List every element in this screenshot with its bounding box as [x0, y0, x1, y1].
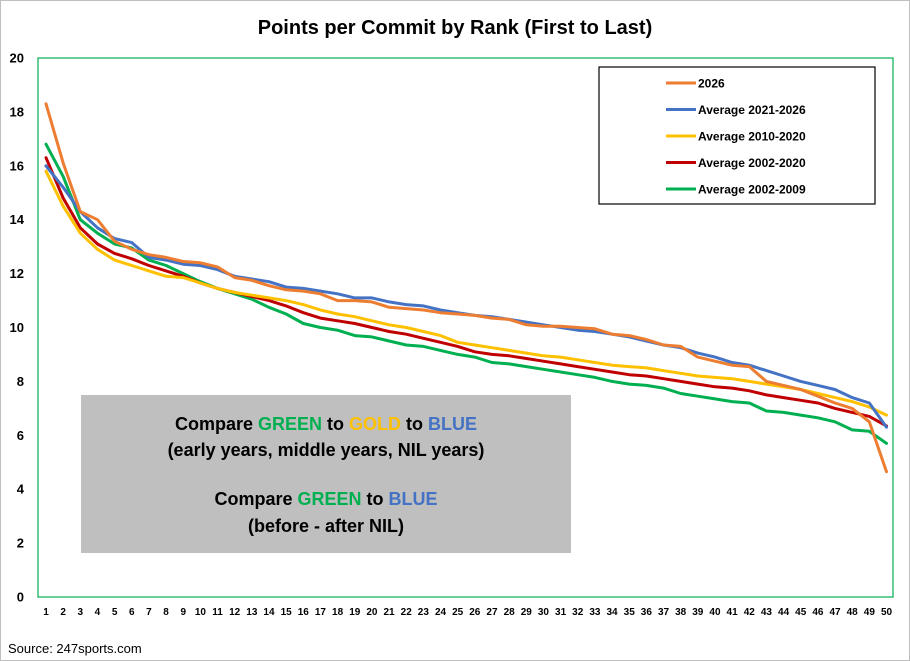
- x-tick-label: 50: [881, 607, 893, 618]
- x-tick-label: 36: [641, 607, 653, 618]
- annotation-segment: GOLD: [349, 414, 401, 434]
- chart-title: Points per Commit by Rank (First to Last…: [258, 17, 652, 39]
- series-line-2026: [44, 102, 888, 474]
- x-tick-label: 41: [727, 607, 739, 618]
- annotation-line: (early years, middle years, NIL years): [168, 440, 485, 460]
- y-tick-label: 6: [17, 428, 24, 443]
- x-tick-label: 24: [435, 607, 447, 618]
- x-tick-label: 17: [315, 607, 327, 618]
- y-tick-label: 0: [17, 590, 24, 605]
- annotation-segment: (before - after NIL): [248, 516, 404, 536]
- legend-label: Average 2002-2009: [698, 183, 806, 197]
- annotation-segment: BLUE: [428, 414, 477, 434]
- x-tick-label: 5: [112, 607, 118, 618]
- x-tick-label: 20: [366, 607, 378, 618]
- x-tick-label: 45: [795, 607, 807, 618]
- x-tick-label: 27: [486, 607, 498, 618]
- x-tick-label: 48: [847, 607, 859, 618]
- annotation-segment: BLUE: [389, 489, 438, 509]
- legend-label: Average 2010-2020: [698, 130, 806, 144]
- x-tick-label: 10: [195, 607, 207, 618]
- y-tick-label: 4: [17, 482, 25, 497]
- x-tick-label: 22: [401, 607, 413, 618]
- annotation-segment: to: [362, 489, 389, 509]
- y-tick-label: 12: [10, 266, 24, 281]
- x-tick-label: 3: [78, 607, 84, 618]
- x-tick-label: 34: [606, 607, 618, 618]
- legend-box: [598, 66, 876, 205]
- plot-area-border: [37, 57, 894, 598]
- y-tick-label: 2: [17, 536, 24, 551]
- legend-label: Average 2021-2026: [698, 103, 806, 117]
- x-tick-label: 44: [778, 607, 790, 618]
- annotation-line: Compare GREEN to GOLD to BLUE: [175, 414, 477, 434]
- y-tick-label: 10: [10, 320, 24, 335]
- x-tick-label: 16: [298, 607, 310, 618]
- x-tick-label: 29: [521, 607, 533, 618]
- x-tick-label: 21: [383, 607, 395, 618]
- x-tick-label: 40: [709, 607, 721, 618]
- annotation-segment: to: [322, 414, 349, 434]
- x-tick-label: 43: [761, 607, 773, 618]
- x-tick-label: 26: [469, 607, 481, 618]
- x-tick-label: 11: [212, 607, 223, 618]
- x-tick-label: 46: [812, 607, 824, 618]
- x-tick-label: 31: [555, 607, 567, 618]
- y-tick-label: 8: [17, 374, 24, 389]
- x-tick-label: 2: [60, 607, 66, 618]
- y-tick-label: 16: [10, 158, 24, 173]
- x-tick-label: 8: [163, 607, 169, 618]
- y-tick-label: 18: [10, 104, 24, 119]
- x-tick-label: 19: [349, 607, 361, 618]
- annotation-segment: to: [401, 414, 428, 434]
- series-line-average-2002-2009: [44, 142, 888, 445]
- annotation-line: Compare GREEN to BLUE: [214, 489, 437, 509]
- x-tick-label: 39: [692, 607, 704, 618]
- x-tick-label: 42: [744, 607, 756, 618]
- legend-label: Average 2002-2020: [698, 156, 806, 170]
- x-tick-label: 23: [418, 607, 430, 618]
- x-tick-label: 9: [180, 607, 186, 618]
- x-tick-label: 28: [504, 607, 516, 618]
- x-tick-label: 4: [95, 607, 101, 618]
- annotation-box: [81, 395, 571, 553]
- annotation-segment: (early years, middle years, NIL years): [168, 440, 485, 460]
- annotation-line: (before - after NIL): [248, 516, 404, 536]
- x-tick-label: 47: [829, 607, 841, 618]
- y-tick-label: 14: [10, 212, 25, 227]
- x-tick-label: 33: [589, 607, 601, 618]
- x-tick-label: 13: [246, 607, 258, 618]
- x-tick-label: 1: [43, 607, 49, 618]
- series-line-average-2010-2020: [44, 169, 888, 417]
- annotation-segment: Compare: [214, 489, 297, 509]
- x-tick-label: 18: [332, 607, 344, 618]
- legend-label: 2026: [698, 77, 725, 91]
- x-tick-label: 15: [281, 607, 293, 618]
- annotation-segment: GREEN: [258, 414, 322, 434]
- x-tick-label: 37: [658, 607, 670, 618]
- x-tick-label: 6: [129, 607, 135, 618]
- x-tick-label: 35: [624, 607, 636, 618]
- x-tick-label: 7: [146, 607, 152, 618]
- source-note: Source: 247sports.com: [8, 641, 142, 656]
- annotation-segment: Compare: [175, 414, 258, 434]
- x-tick-label: 30: [538, 607, 550, 618]
- x-tick-label: 32: [572, 607, 584, 618]
- x-tick-label: 14: [263, 607, 275, 618]
- annotation-segment: GREEN: [298, 489, 362, 509]
- x-tick-label: 12: [229, 607, 241, 618]
- x-tick-label: 49: [864, 607, 876, 618]
- y-tick-label: 20: [10, 51, 24, 66]
- x-tick-label: 25: [452, 607, 464, 618]
- x-tick-label: 38: [675, 607, 687, 618]
